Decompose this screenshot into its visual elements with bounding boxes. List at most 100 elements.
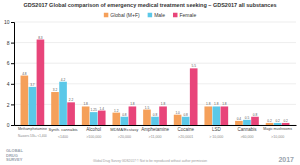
footer-text: Global Drug Survey GDS2017 © Not to be r… <box>93 160 207 163</box>
bar <box>151 117 159 125</box>
bar <box>266 123 274 125</box>
y-tick: 4 <box>7 81 14 87</box>
chart-title: GDS2017 Global comparison of emergency m… <box>23 2 276 8</box>
y-tick-label: 8 <box>7 40 10 46</box>
legend-item: Global (M+F) <box>104 12 140 18</box>
y-tick-mark <box>11 84 14 85</box>
x-tick: Synth. cannabis <box>48 127 77 132</box>
data-label: 1.8 <box>214 102 219 106</box>
bar <box>90 112 98 125</box>
bar-series <box>37 40 290 125</box>
y-tick-mark <box>11 125 14 126</box>
data-label: 2.2 <box>69 98 74 102</box>
data-label: 0.4 <box>237 117 242 121</box>
y-tick-label: 10 <box>4 19 10 25</box>
legend-item: Female <box>173 12 196 18</box>
x-tick-label: Alcohol <box>86 127 101 132</box>
x-tick: Methamphetamine <box>18 127 47 131</box>
data-label: 1.8 <box>83 102 88 106</box>
data-label: 1.8 <box>222 102 227 106</box>
grid-line <box>14 83 296 84</box>
data-label: 0.2 <box>267 119 272 123</box>
data-label: 0.8 <box>253 113 258 117</box>
sublabel: >100,000 <box>86 135 101 139</box>
data-label: 1.0 <box>175 111 180 115</box>
legend-label: Female <box>179 12 196 18</box>
grid-line <box>14 22 296 23</box>
x-tick: MDMA/Ecstasy <box>110 127 139 132</box>
x-tick: Magic mushrooms <box>263 127 292 131</box>
data-label: 4.8 <box>22 72 27 76</box>
data-label: 0.2 <box>275 119 280 123</box>
footer-text: 2017 <box>278 156 294 163</box>
x-axis-line <box>15 125 297 126</box>
sublabel: > 10,000 <box>209 135 223 139</box>
x-tick-label: Synth. cannabis <box>48 127 77 132</box>
y-tick-label: 6 <box>7 60 10 66</box>
y-tick: 6 <box>7 60 14 66</box>
data-label: 0.8 <box>122 113 127 117</box>
data-label: 0.8 <box>183 113 188 117</box>
y-axis-line <box>11 23 15 126</box>
bar <box>121 117 129 125</box>
bar <box>274 123 282 125</box>
y-tick: 8 <box>7 40 14 46</box>
sublabel: >11,000 <box>149 135 162 139</box>
x-tick-label: Amphetamine <box>141 127 169 132</box>
grid-line <box>14 63 296 64</box>
chart-svg: GDS2017 Global comparison of emergency m… <box>0 0 300 165</box>
bar <box>129 106 137 125</box>
legend-label: Global (M+F) <box>110 12 140 18</box>
sublabel: >20,0001 <box>178 135 193 139</box>
legend-swatch <box>173 13 178 18</box>
bar <box>143 110 151 125</box>
bar <box>182 117 190 125</box>
data-label: 3.2 <box>53 88 58 92</box>
data-label: 8.3 <box>38 36 43 40</box>
x-tick-label: LSD <box>212 127 222 132</box>
x-axis: MethamphetamineSynth. cannabis Alcohol MDM… <box>15 126 297 133</box>
bar <box>204 106 212 125</box>
sublabel: >60,000 <box>240 135 253 139</box>
x-tick-label: Methamphetamine <box>18 127 47 131</box>
bar <box>282 123 290 125</box>
y-tick-mark <box>11 104 14 105</box>
data-label: 1.2 <box>114 109 119 113</box>
bar <box>37 40 45 125</box>
bar <box>174 115 182 125</box>
bar <box>235 121 243 125</box>
data-label: 0.8 <box>153 113 158 117</box>
data-label: 1.25 <box>91 108 97 112</box>
bar <box>98 111 106 125</box>
bar-series <box>21 76 274 125</box>
sublabel: N=users 53k+ <1,400 <box>18 134 47 138</box>
plot: 0 2 4 6 8 10 MethamphetamineSynth. cannabis Alc… <box>4 19 297 138</box>
bar <box>29 87 37 125</box>
x-tick-label: Cocaine <box>177 127 194 132</box>
bar <box>190 68 198 125</box>
y-tick-mark <box>11 63 14 64</box>
bar <box>251 117 259 125</box>
footer-text: GLOBAL DRUG SURVEY <box>6 149 23 163</box>
x-tick: Alcohol <box>86 127 101 132</box>
x-tick-label: Magic mushrooms <box>263 127 292 131</box>
bars <box>21 40 290 125</box>
bar <box>243 120 251 125</box>
chart-root: GDS2017 Global comparison of emergency m… <box>0 0 300 165</box>
x-tick: Amphetamine <box>141 127 169 132</box>
y-tick-label: 0 <box>7 122 10 128</box>
bar <box>51 92 59 125</box>
data-label: 1.8 <box>130 102 135 106</box>
bar <box>212 106 220 125</box>
sublabel: <1400 <box>58 135 68 139</box>
y-tick-label: 2 <box>7 102 10 108</box>
bar <box>221 106 229 125</box>
data-label: 1.5 <box>145 106 150 110</box>
x-tick-label: MDMA/Ecstasy <box>110 127 139 132</box>
x-tick: Cannabis <box>237 127 257 132</box>
bar <box>21 76 29 125</box>
y-tick-mark <box>11 43 14 44</box>
bar <box>112 113 120 125</box>
y-tick-label: 4 <box>7 81 10 87</box>
bar-series <box>29 82 282 125</box>
